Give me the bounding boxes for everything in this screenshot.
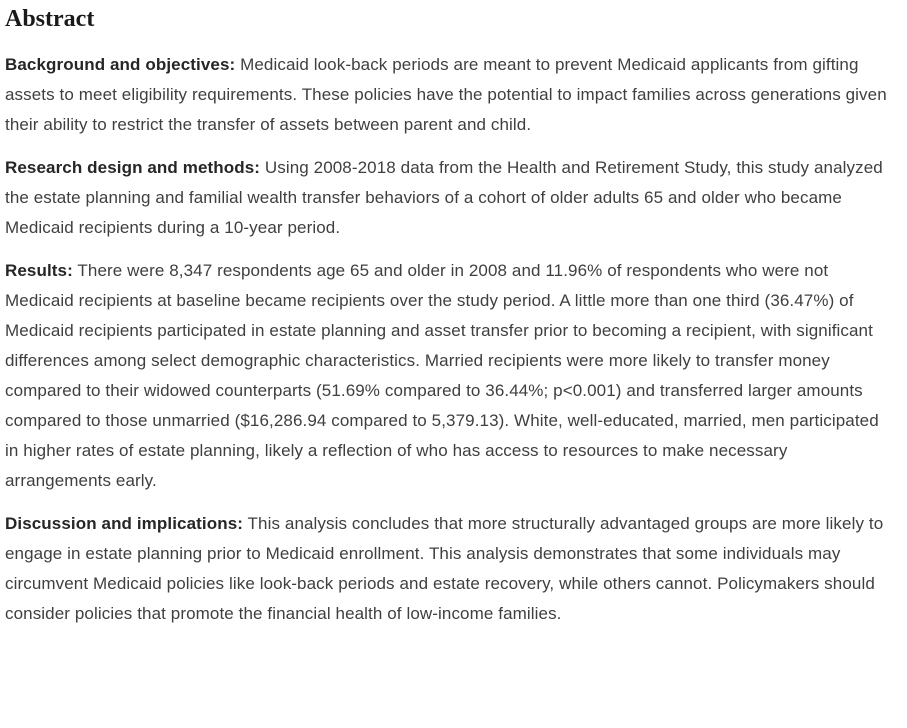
abstract-paragraph-background-objectives: Background and objectives: Medicaid look…	[5, 50, 895, 140]
abstract-title: Abstract	[5, 6, 95, 32]
abstract-section: Abstract Background and objectives: Medi…	[5, 5, 895, 629]
abstract-paragraph-discussion-implications: Discussion and implications: This analys…	[5, 509, 895, 629]
section-label-research-design: Research design and methods:	[5, 157, 261, 177]
section-label-results: Results:	[5, 260, 73, 280]
abstract-paragraph-research-design: Research design and methods: Using 2008-…	[5, 153, 895, 243]
section-text-background-objectives: Medicaid look-back periods are meant to …	[5, 54, 887, 134]
section-text-results: There were 8,347 respondents age 65 and …	[5, 260, 879, 490]
section-text-discussion-implications: This analysis concludes that more struct…	[5, 513, 884, 623]
section-label-background-objectives: Background and objectives:	[5, 54, 236, 74]
section-label-discussion-implications: Discussion and implications:	[5, 513, 244, 533]
abstract-paragraph-results: Results: There were 8,347 respondents ag…	[5, 256, 895, 496]
section-text-research-design: Using 2008-2018 data from the Health and…	[5, 157, 883, 237]
